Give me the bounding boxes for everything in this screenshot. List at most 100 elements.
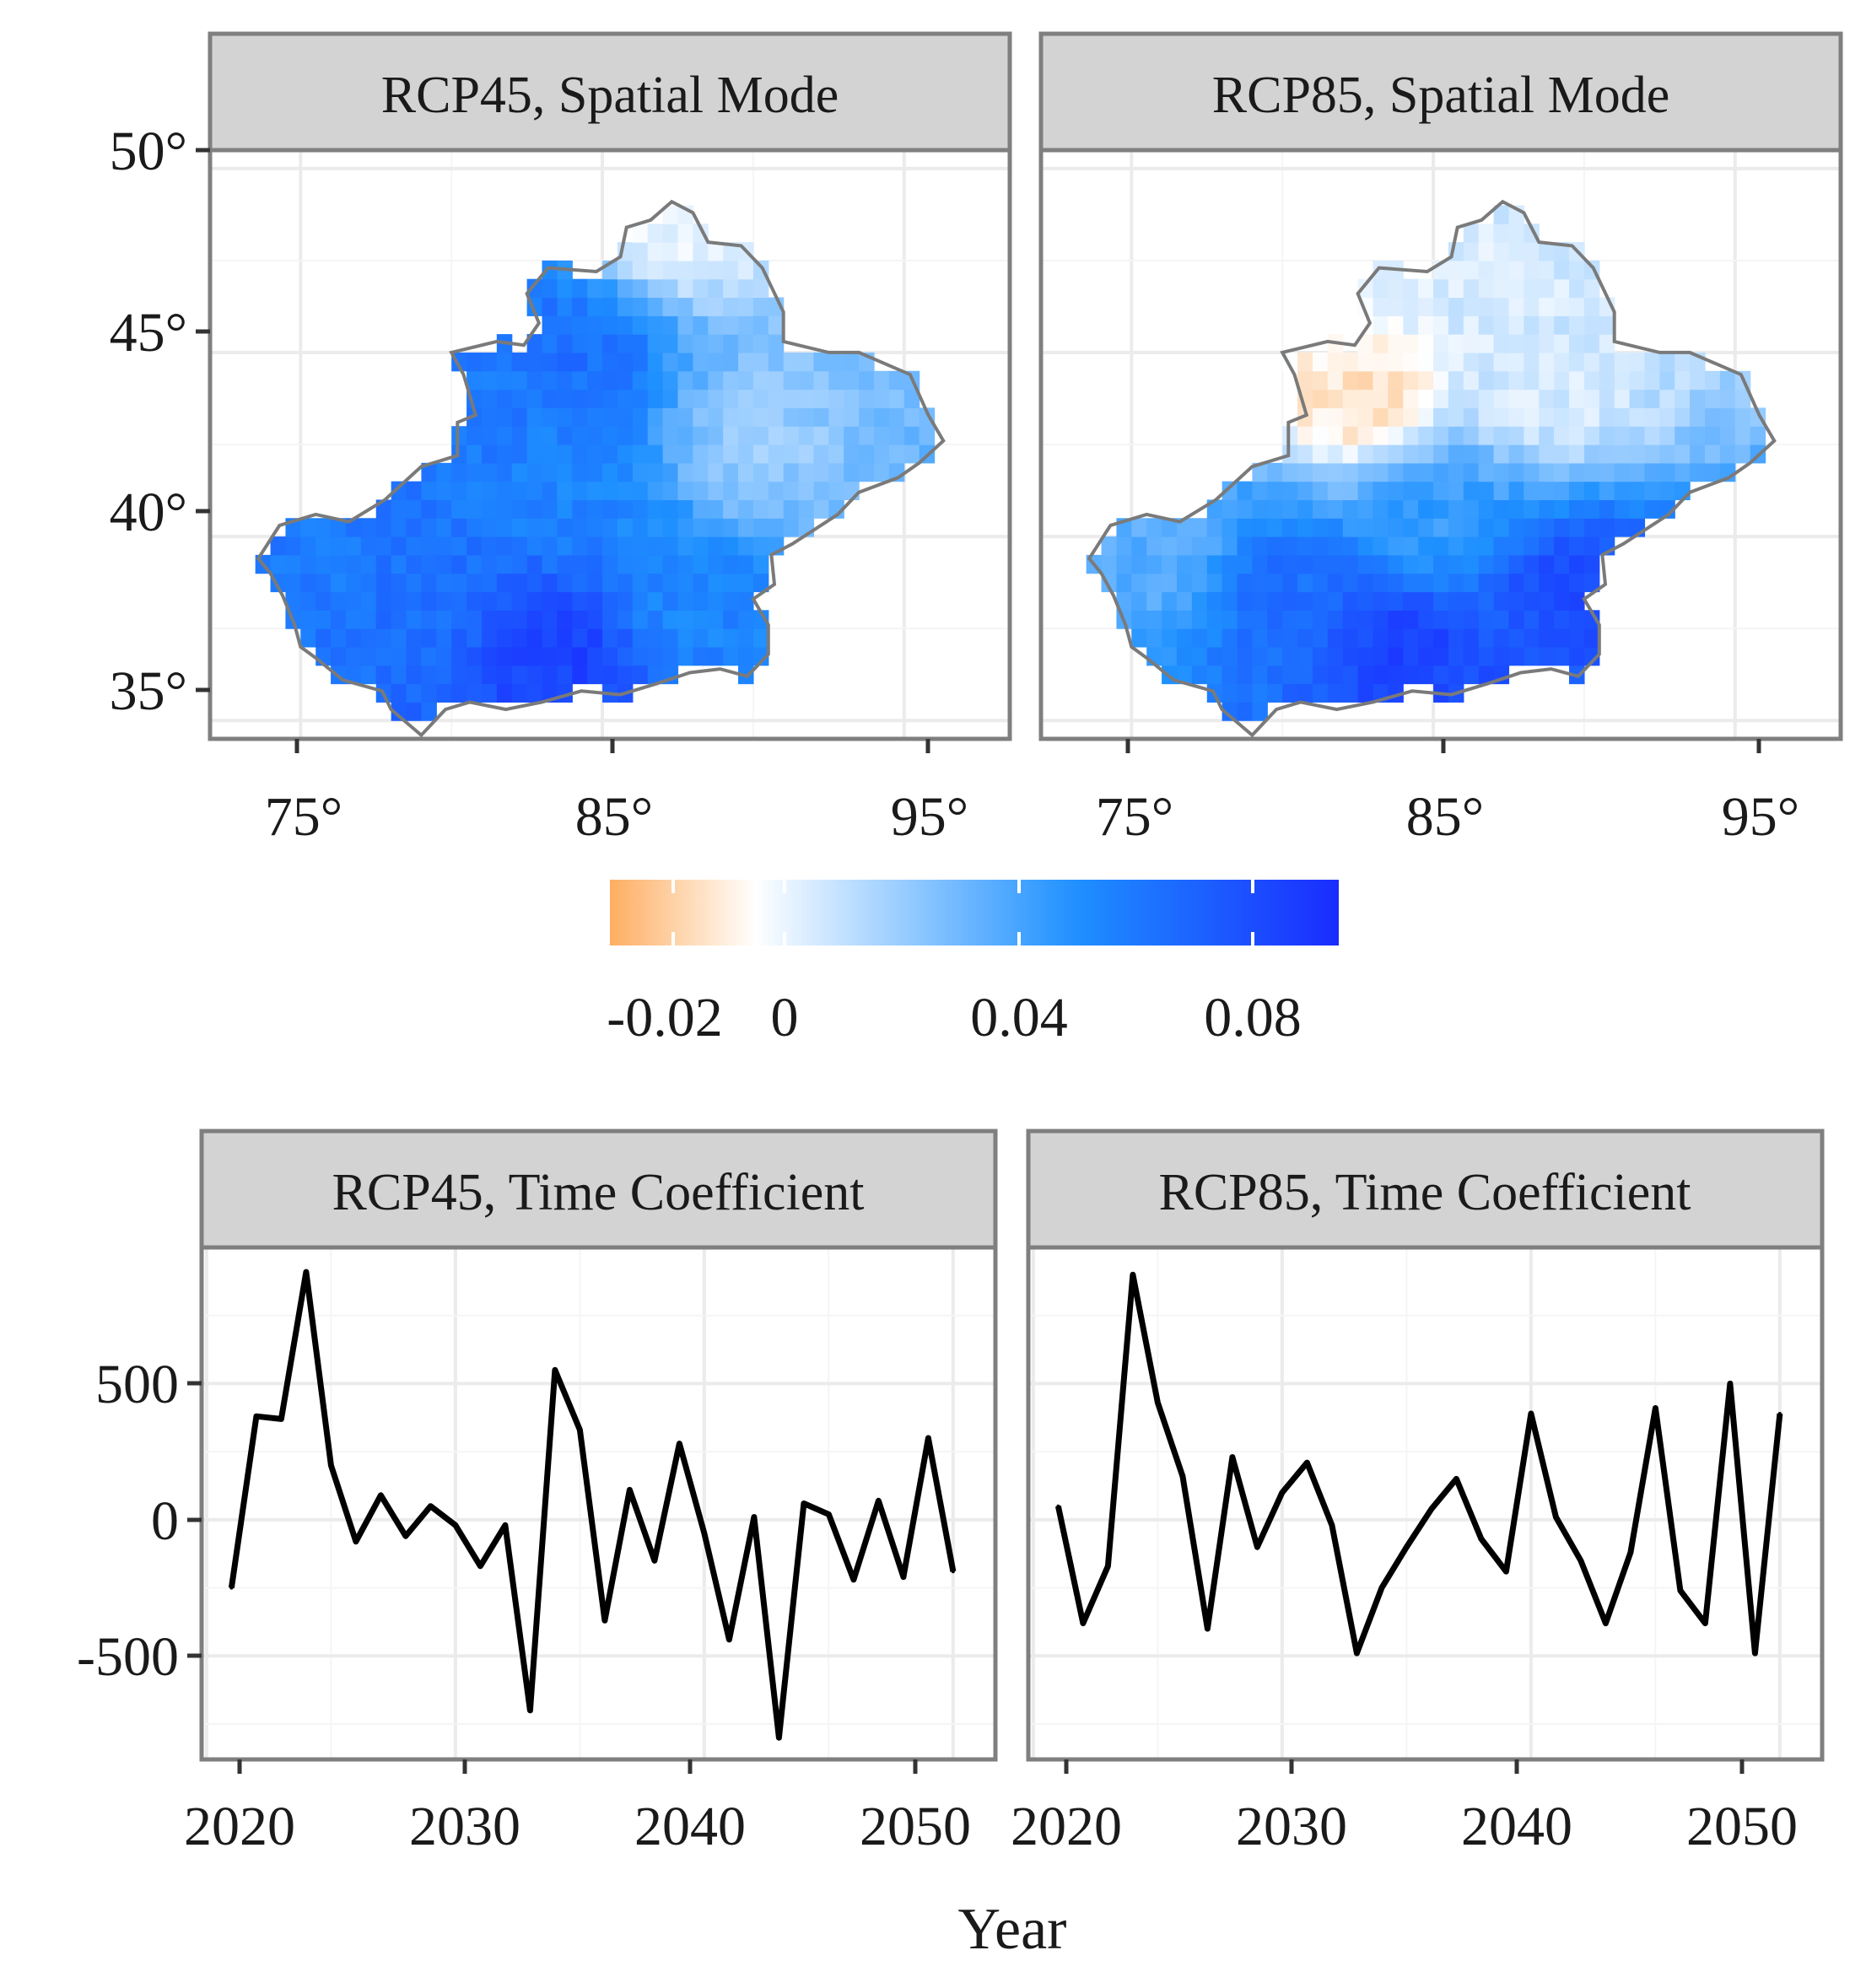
- map-cell: [1508, 242, 1524, 261]
- map-cell: [723, 610, 739, 629]
- map-cell: [1569, 610, 1585, 629]
- map-cell: [647, 665, 664, 685]
- data-point-2036: [1429, 1506, 1433, 1511]
- map-cell: [1297, 518, 1313, 537]
- map-cell: [572, 536, 588, 556]
- map-cell: [1599, 334, 1615, 353]
- map-cell: [1357, 573, 1374, 593]
- map-cell: [1418, 646, 1434, 666]
- time-panel-rcp45: RCP45, Time Coefficient 500 0 -500 2020 …: [77, 1129, 998, 1857]
- map-cell: [360, 646, 377, 666]
- y-axis-latitude: 50° 45° 40° 35°: [110, 121, 210, 722]
- map-cell: [421, 610, 437, 629]
- map-cell: [647, 352, 664, 372]
- map-cell: [542, 352, 558, 372]
- map-cell: [1101, 536, 1118, 556]
- map-cell: [677, 481, 693, 501]
- map-cell: [1373, 518, 1389, 537]
- map-cell: [481, 573, 498, 593]
- map-cell: [1493, 499, 1510, 519]
- map-cell: [1342, 610, 1359, 629]
- map-cell: [331, 554, 347, 574]
- map-cell: [1267, 665, 1283, 685]
- map-cell: [647, 426, 664, 445]
- map-cell: [557, 407, 573, 427]
- map-cell: [1388, 370, 1404, 391]
- map-cell: [1418, 407, 1434, 427]
- map-cell: [1508, 278, 1524, 299]
- map-cell: [1690, 444, 1706, 464]
- map-cell: [723, 462, 739, 482]
- map-cell: [1734, 407, 1751, 427]
- map-cell: [557, 518, 573, 537]
- map-cell: [1448, 610, 1464, 629]
- map-cell: [708, 462, 724, 482]
- map-cell: [662, 224, 679, 243]
- map-cell: [1583, 481, 1600, 501]
- map-cell: [1463, 481, 1480, 501]
- map-cell: [1206, 628, 1223, 648]
- map-cell: [375, 646, 392, 666]
- map-cell: [1252, 610, 1268, 629]
- map-cell: [813, 444, 829, 464]
- map-cell: [647, 334, 664, 353]
- data-point-2040: [702, 1532, 706, 1536]
- map-cell: [1388, 278, 1404, 299]
- map-cell: [1403, 370, 1419, 391]
- map-cell: [587, 499, 603, 519]
- map-cell: [1629, 481, 1646, 501]
- map-cell: [572, 462, 588, 482]
- map-cell: [1448, 665, 1464, 685]
- map-cell: [647, 407, 664, 427]
- map-cell: [662, 536, 679, 556]
- map-cell: [1373, 573, 1389, 593]
- map-cell: [1418, 370, 1434, 391]
- map-cell: [677, 462, 693, 482]
- map-cell: [557, 278, 573, 299]
- map-cell: [526, 370, 543, 391]
- y-tick-label-neg500: -500: [77, 1626, 179, 1688]
- map-cell: [1101, 554, 1118, 574]
- map-cell: [632, 315, 649, 335]
- map-cell: [1583, 407, 1600, 427]
- map-cell: [360, 536, 377, 556]
- map-cell: [783, 352, 800, 372]
- map-cell: [647, 242, 664, 261]
- map-cell: [587, 591, 603, 611]
- map-cell: [436, 665, 452, 685]
- map-cell: [859, 462, 875, 482]
- map-cell: [1569, 646, 1585, 666]
- map-cell: [481, 628, 498, 648]
- map-cell: [526, 610, 543, 629]
- map-cell: [677, 426, 693, 445]
- map-cell: [345, 591, 362, 611]
- map-cell: [481, 536, 498, 556]
- map-cell: [1267, 554, 1283, 574]
- map-cell: [1206, 518, 1223, 537]
- map-cell: [1388, 426, 1404, 445]
- y-tick-label-35: 35°: [110, 660, 187, 722]
- map-cell: [1569, 499, 1585, 519]
- map-cell: [1282, 610, 1298, 629]
- map-cell: [1614, 407, 1631, 427]
- panel-border-ts-rcp85: [1026, 1245, 1825, 1762]
- map-cell: [391, 554, 407, 574]
- map-cell: [542, 278, 558, 299]
- map-cell: [1222, 573, 1238, 593]
- map-cell: [1614, 389, 1631, 408]
- map-cell: [677, 407, 693, 427]
- map-cell: [1734, 389, 1751, 408]
- map-cell: [813, 462, 829, 482]
- map-cell: [466, 610, 483, 629]
- map-cell: [542, 315, 558, 335]
- map-cell: [723, 499, 739, 519]
- map-cell: [617, 297, 634, 316]
- data-point-2039: [677, 1441, 682, 1446]
- map-cell: [1373, 610, 1389, 629]
- map-cell: [1357, 610, 1374, 629]
- map-cell: [526, 554, 543, 574]
- map-cell: [1357, 334, 1374, 353]
- map-cell: [1327, 481, 1344, 501]
- map-cell: [1448, 536, 1464, 556]
- map-cell: [1282, 518, 1298, 537]
